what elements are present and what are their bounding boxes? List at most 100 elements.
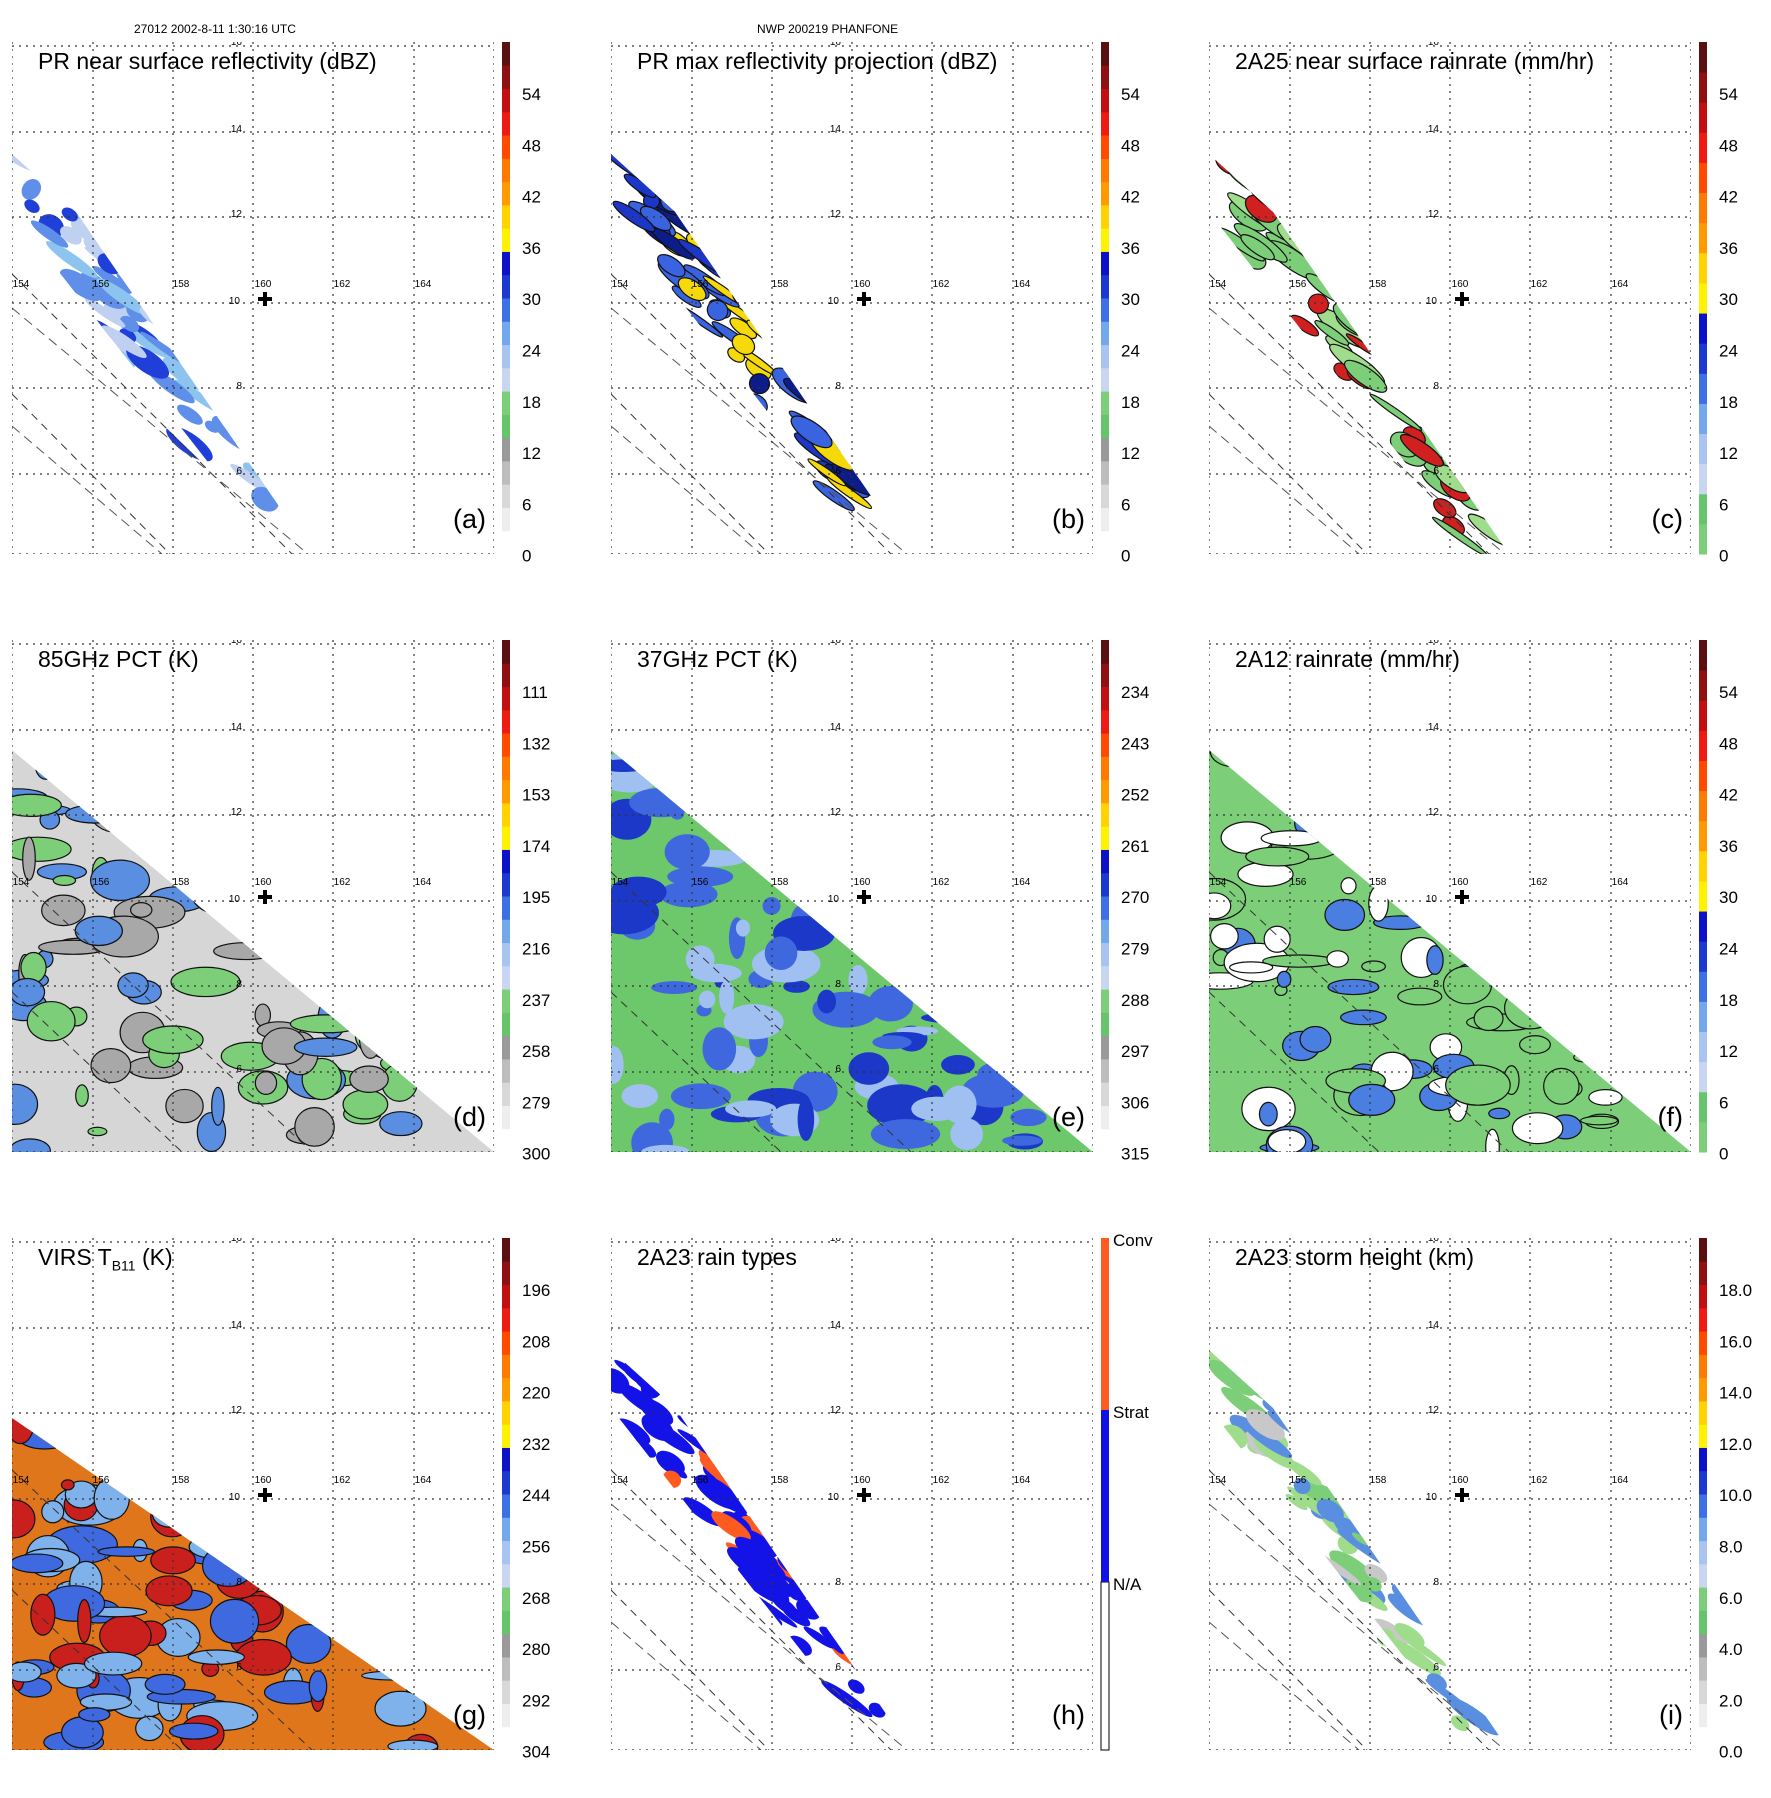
lat-label: 14: [231, 124, 243, 135]
colorbar-tick: 18: [522, 393, 541, 412]
panel-e: 154 156 158 160 162 164 16 14 12 10 8 6 37GHz PCT (K…: [610, 635, 1171, 1200]
colorbar-segment: [1101, 135, 1109, 159]
colorbar-segment: [502, 709, 510, 734]
colorbar-segment: [502, 1082, 510, 1106]
colorbar-tick: 12: [1719, 444, 1738, 463]
colorbar-tick: 54: [1719, 683, 1738, 702]
swath-edges: [610, 1503, 908, 1751]
colorbar-tick: 12.0: [1719, 1435, 1752, 1454]
colorbar-segment: [502, 1610, 510, 1635]
colorbar-segment: [1101, 158, 1109, 183]
colorbar-segment: [1699, 343, 1707, 374]
lat-label: 14: [231, 1320, 243, 1331]
storm-center-marker: [1455, 890, 1469, 904]
colorbar-segment: [1699, 102, 1707, 133]
colorbar-svg: 54 48 42 36 30 24 18 12 6 0: [502, 42, 541, 566]
lat-label: 16: [830, 1238, 842, 1244]
map-plot: 154 156 158 160 162 164 16 14 12 10 8 6: [1208, 1233, 1692, 1751]
colorbar-tick: 48: [1719, 734, 1738, 753]
lat-label: 8: [236, 381, 242, 392]
colorbar-segment: [502, 1238, 510, 1262]
colorbar-svg: 54 48 42 36 30 24 18 12 6 0: [1101, 42, 1140, 566]
lon-label: 164: [1612, 1475, 1629, 1486]
colorbar-segment: [502, 1058, 510, 1083]
colorbar-segment: [1699, 1726, 1707, 1751]
colorbar-tick: 54: [522, 85, 541, 104]
lon-label: 164: [1612, 877, 1629, 888]
colorbar-segment: [502, 1261, 510, 1286]
colorbar-segment: [1101, 298, 1109, 322]
colorbar-tick: 12: [522, 444, 541, 463]
panel-title: 2A23 rain types: [637, 1244, 797, 1270]
panel-h: 154 156 158 160 162 164 16 14 12 10 8 6 2A23 rain ty…: [610, 1231, 1171, 1798]
colorbar-tick: 36: [1121, 239, 1140, 258]
colorbar: Conv Strat N/A: [1100, 1231, 1171, 1768]
colorbar-segment: [502, 1331, 510, 1355]
header-storm-name: NWP 200219 PHANFONE: [757, 22, 899, 36]
colorbar-segment: [1699, 222, 1707, 254]
colorbar-conv: [1101, 1238, 1109, 1410]
colorbar-tick: 244: [522, 1486, 550, 1505]
lon-label: 164: [1014, 1475, 1031, 1486]
colorbar-segment: [502, 872, 510, 897]
colorbar-segment: [1699, 1494, 1707, 1518]
colorbar-tick: 306: [1121, 1093, 1149, 1112]
lon-label: 164: [1612, 279, 1629, 290]
colorbar-tick: 12: [1719, 1042, 1738, 1061]
colorbar-segment: [502, 1105, 510, 1130]
lon-label: 162: [1531, 877, 1548, 888]
colorbar-segment: [1699, 162, 1707, 194]
colorbar: 111 132 153 174 195 216 237 258 279 300: [502, 640, 572, 1170]
colorbar-tick: 300: [522, 1145, 550, 1164]
colorbar-segment: [502, 298, 510, 322]
colorbar-segment: [1101, 1082, 1109, 1106]
panel-b: 154 156 158 160 162 164 16 14 12 10 8 6 PR max refle…: [610, 37, 1171, 602]
panel-i: 154 156 158 160 162 164 16 14 12 10 8 6 2A23 storm h…: [1208, 1233, 1769, 1798]
lat-label: 12: [1428, 209, 1440, 220]
lat-label: 8: [835, 381, 841, 392]
lon-label: 158: [1370, 1475, 1387, 1486]
colorbar-segment: [1101, 367, 1109, 392]
colorbar-segment: [502, 965, 510, 990]
colorbar-segment: [1699, 373, 1707, 404]
colorbar-tick: 279: [1121, 940, 1149, 959]
lon-label: 156: [692, 1475, 709, 1486]
panel-label: (d): [453, 1102, 486, 1132]
colorbar-segment: [1101, 111, 1109, 136]
colorbar-segment: [1101, 849, 1109, 874]
panel-label: (g): [453, 1700, 486, 1730]
map-plot: 154 156 158 160 162 164 16 14 12 10 8 6: [1208, 635, 1692, 1153]
colorbar-svg: Conv Strat N/A: [1100, 1231, 1153, 1751]
colorbar-na: [1100, 1581, 1110, 1751]
lon-label: 154: [612, 877, 629, 888]
pr-swath-field: [12, 154, 300, 512]
lat-label: 6: [1433, 1662, 1439, 1673]
lon-label: 162: [1531, 279, 1548, 290]
lat-label: 10: [828, 894, 840, 905]
colorbar-segment: [502, 1563, 510, 1588]
colorbar-segment: [1699, 1091, 1707, 1123]
colorbar-segment: [1101, 756, 1109, 781]
colorbar-tick: 208: [522, 1332, 550, 1351]
lon-label: 162: [933, 1475, 950, 1486]
colorbar-tick: 252: [1121, 786, 1149, 805]
header-orbit-time: 27012 2002-8-11 1:30:16 UTC: [134, 22, 296, 36]
colorbar-tick: 14.0: [1719, 1384, 1752, 1403]
lat-label: 12: [231, 807, 243, 818]
colorbar-tick: 2.0: [1719, 1691, 1743, 1710]
colorbar-segment: [1699, 700, 1707, 731]
colorbar-segment: [1699, 1540, 1707, 1565]
colorbar-tick: 24: [522, 342, 541, 361]
colorbar-segment: [1101, 321, 1109, 346]
colorbar-segment: [1699, 1001, 1707, 1033]
swath-edges: [11, 307, 309, 555]
colorbar-segment: [502, 1587, 510, 1611]
colorbar-tick: 0: [1121, 547, 1130, 566]
lon-label: 160: [255, 1475, 272, 1486]
colorbar-segment: [502, 896, 510, 920]
colorbar-segment: [502, 181, 510, 206]
colorbar-tick: 174: [522, 837, 550, 856]
lat-label: 8: [236, 979, 242, 990]
colorbar-segment: [502, 321, 510, 346]
colorbar-tick: 292: [522, 1691, 550, 1710]
